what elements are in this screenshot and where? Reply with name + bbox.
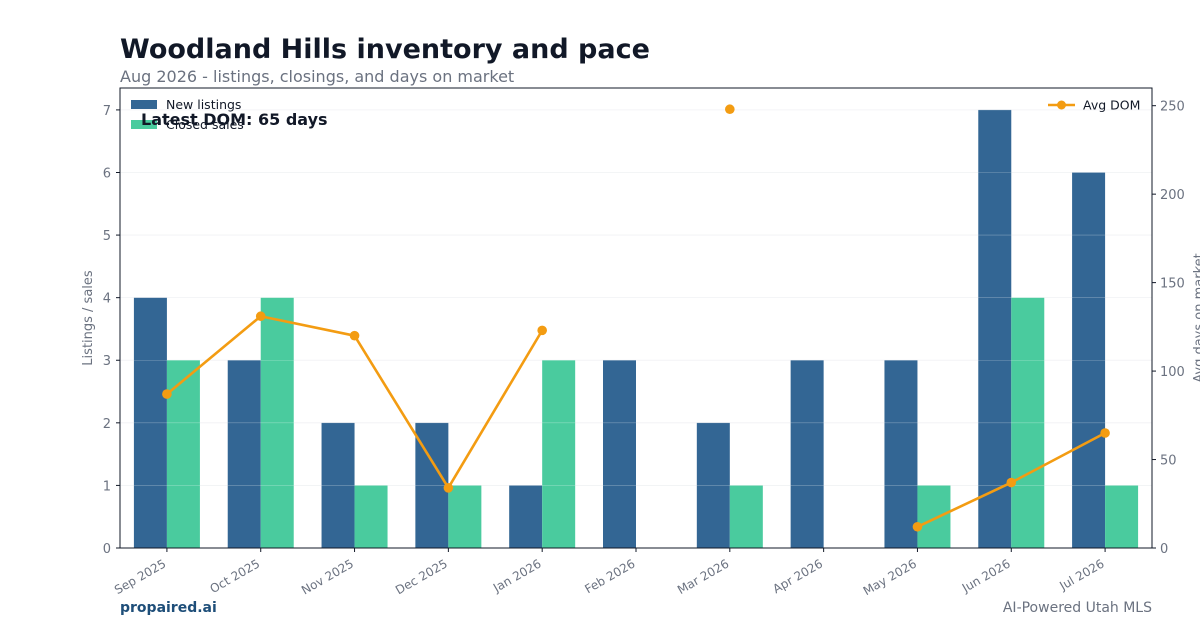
bar-closed-sales-0 [166, 360, 200, 548]
dom-point-3 [443, 483, 454, 493]
dom-line [162, 104, 1110, 532]
chart-subtitle: Aug 2026 - listings, closings, and days … [120, 67, 515, 86]
chart-title: Woodland Hills inventory and pace [120, 34, 650, 65]
legend-label-1: Closed sales [166, 117, 244, 132]
bar-new-listings-6 [696, 422, 730, 548]
y-tick-label: 2 [103, 417, 111, 432]
y2-tick-label: 200 [1160, 188, 1185, 203]
x-tick-label: Jan 2026 [490, 556, 544, 595]
dom-point-1 [255, 311, 266, 322]
y2-tick-label: 0 [1160, 542, 1168, 557]
bar-closed-sales-2 [354, 485, 388, 548]
legend-label-dom: Avg DOM [1083, 98, 1140, 113]
brand-logo-text[interactable]: propaired.ai [120, 600, 217, 616]
y-tick-label: 1 [103, 479, 111, 494]
y-tick-label: 7 [103, 104, 111, 119]
bar-new-listings-0 [133, 297, 167, 548]
x-tick-label: Mar 2026 [675, 556, 731, 597]
x-tick-label: May 2026 [861, 556, 919, 598]
y2-tick-label: 100 [1160, 365, 1185, 380]
bar-closed-sales-10 [1105, 485, 1139, 548]
x-tick-label: Nov 2025 [299, 556, 356, 597]
legend-line-marker [1057, 100, 1066, 110]
x-tick-label: Apr 2026 [770, 556, 825, 596]
y-tick-label: 4 [103, 292, 111, 307]
y2-tick-label: 150 [1160, 277, 1185, 292]
bar-closed-sales-9 [1011, 297, 1045, 548]
dom-point-9 [1006, 477, 1017, 488]
dom-point-6 [725, 104, 735, 115]
bar-closed-sales-6 [729, 485, 763, 548]
bar-new-listings-8 [884, 360, 918, 548]
bar-new-listings-9 [978, 109, 1012, 549]
y-tick-label: 3 [103, 354, 111, 369]
bar-new-listings-1 [227, 360, 261, 548]
y-tick-label: 6 [103, 166, 111, 181]
y-axis-title: Listings / sales [81, 270, 96, 366]
x-tick-label: Sep 2025 [112, 556, 168, 597]
legend-label-0: New listings [166, 97, 241, 112]
bar-new-listings-7 [790, 360, 824, 548]
dom-point-8 [912, 521, 923, 532]
bar-new-listings-2 [321, 422, 355, 548]
y-tick-label: 0 [103, 542, 111, 557]
dom-line-segment-0 [166, 314, 544, 490]
dom-point-10 [1100, 428, 1110, 438]
legend-swatch-0 [131, 100, 157, 109]
x-tick-label: Jun 2026 [959, 556, 1013, 595]
bar-closed-sales-4 [542, 360, 576, 548]
x-tick-label: Jul 2026 [1056, 556, 1106, 593]
bar-closed-sales-8 [917, 485, 951, 548]
y2-tick-label: 250 [1160, 100, 1185, 115]
legend-swatch-1 [131, 120, 157, 129]
x-tick-label: Dec 2025 [393, 556, 450, 597]
legends: New listings Closed sales Avg DOM [131, 97, 1140, 132]
latest-dom-annotation: Latest DOM: 65 days [141, 110, 328, 129]
x-tick-label: Oct 2025 [208, 556, 263, 596]
bar-closed-sales-1 [260, 297, 294, 548]
y2-tick-label: 50 [1160, 454, 1177, 469]
y-tick-label: 5 [103, 229, 111, 244]
bar-new-listings-5 [603, 360, 636, 548]
bar-closed-sales-3 [448, 485, 482, 548]
dom-point-2 [349, 330, 360, 341]
y2-axis-title: Avg days on market [1192, 253, 1200, 383]
bar-new-listings-10 [1072, 172, 1106, 548]
dom-point-0 [162, 389, 172, 399]
dom-point-4 [537, 325, 547, 336]
x-tick-label: Feb 2026 [582, 556, 637, 596]
brand-tagline: AI-Powered Utah MLS [1002, 600, 1152, 616]
bar-new-listings-4 [509, 485, 543, 548]
bars [120, 109, 1152, 549]
